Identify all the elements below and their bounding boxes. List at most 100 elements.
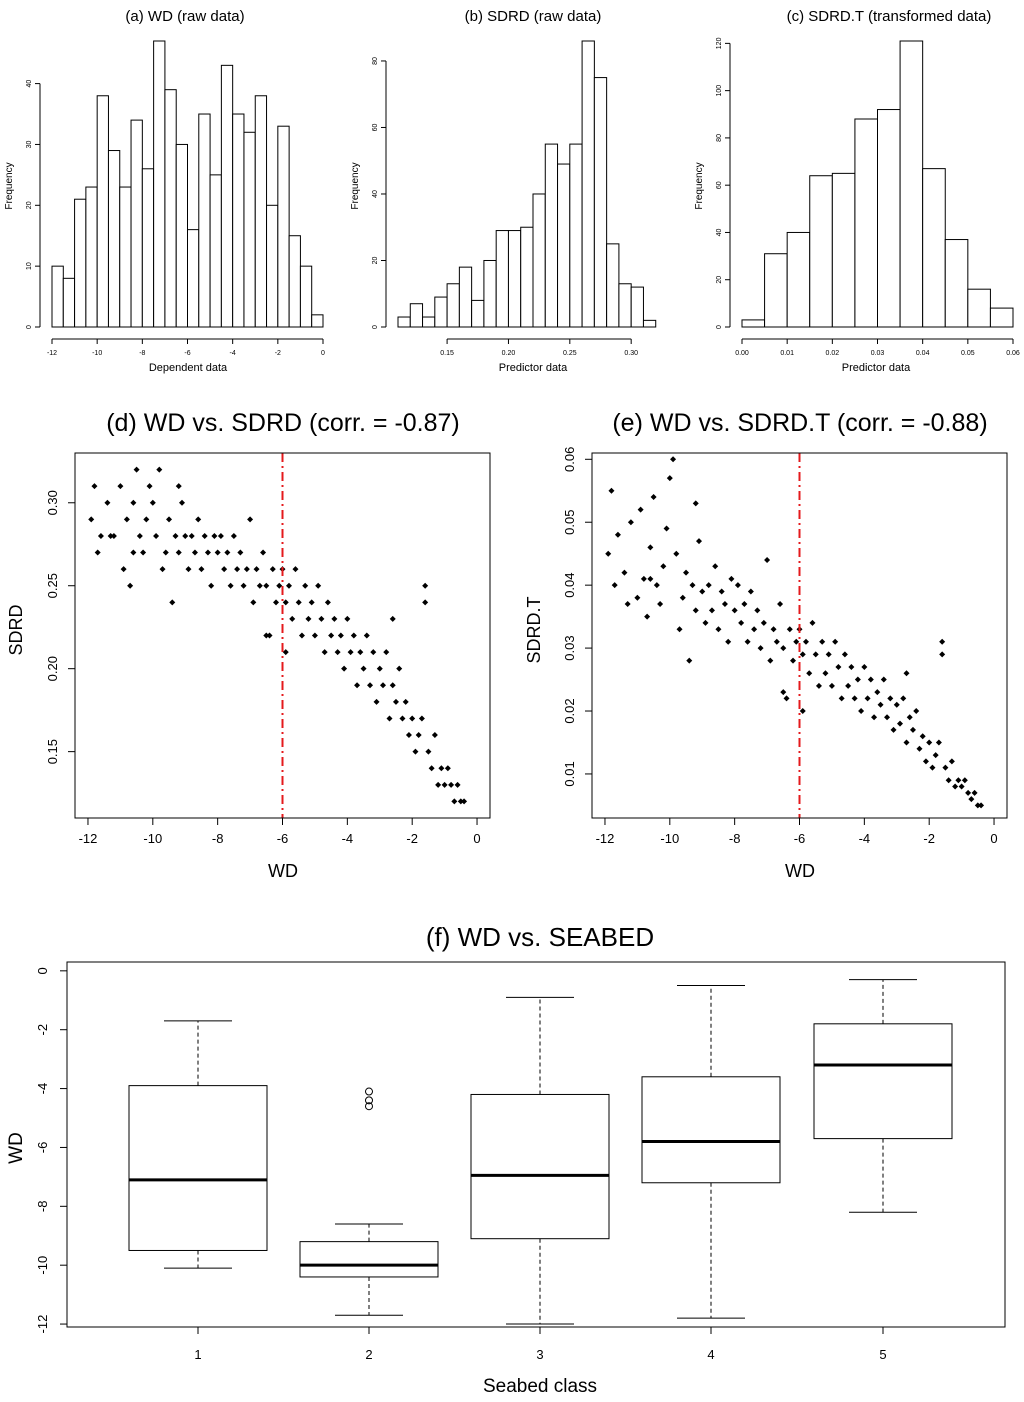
scatter-point <box>624 601 631 608</box>
scatter-point <box>760 619 767 626</box>
histogram-bar <box>96 95 109 328</box>
x-tick-label: -8 <box>212 831 224 846</box>
histogram-b-title: (b) SDRD (raw data) <box>465 8 602 25</box>
x-tick-label: 0.15 <box>440 350 454 357</box>
scatter-point <box>948 758 955 765</box>
histogram-bar <box>74 198 87 328</box>
x-tick-label: -6 <box>184 350 190 357</box>
x-tick-label: 0.01 <box>780 350 794 357</box>
scatter-point <box>302 582 309 589</box>
x-tick-label: -12 <box>47 350 57 357</box>
scatter-e-ylabel: SDRD.T <box>524 596 544 663</box>
boxplot-axes: 1 2 3 4 5 0 -2 -4 -6 -8 -10 -12 <box>35 961 1006 1362</box>
histogram-bar <box>175 143 188 328</box>
y-tick-label: 0.05 <box>562 510 577 535</box>
histogram-bar <box>899 40 924 328</box>
boxplot-wd-vs-seabed: (f) WD vs. SEABED Seabed class WD 1 2 3 4 5 0… <box>6 922 1006 1397</box>
x-tick-label: -8 <box>729 831 741 846</box>
box-iqr <box>813 1023 953 1140</box>
y-tick-label: -2 <box>35 1024 50 1036</box>
histogram-bar <box>922 168 946 328</box>
scatter-point <box>614 531 621 538</box>
histogram-b-axes: 0.15 0.20 0.25 0.30 0 20 40 60 80 <box>372 57 638 357</box>
scatter-point <box>363 632 370 639</box>
histogram-bar <box>569 143 583 328</box>
scatter-point <box>871 714 878 721</box>
x-tick-label: -10 <box>660 831 679 846</box>
scatter-point <box>686 657 693 664</box>
scatter-point <box>175 549 182 556</box>
boxplot-boxes <box>128 979 953 1325</box>
y-tick-label: -4 <box>35 1083 50 1095</box>
scatter-point <box>939 651 946 658</box>
scatter-point <box>605 550 612 557</box>
scatter-point <box>172 532 179 539</box>
y-tick-label: 10 <box>26 262 33 270</box>
y-tick-label: -12 <box>35 1315 50 1334</box>
scatter-point <box>457 798 464 805</box>
scatter-point <box>751 626 758 633</box>
histogram-bar <box>198 113 211 328</box>
scatter-point <box>731 607 738 614</box>
histogram-sdrd-raw: (b) SDRD (raw data) Predictor data Frequ… <box>350 8 657 374</box>
scatter-point <box>884 714 891 721</box>
scatter-point <box>182 532 189 539</box>
scatter-point <box>822 670 829 677</box>
scatter-point <box>877 701 884 708</box>
scatter-point <box>929 764 936 771</box>
scatter-point <box>683 569 690 576</box>
histogram-bar <box>809 175 833 328</box>
scatter-point <box>932 752 939 759</box>
scatter-point <box>721 601 728 608</box>
scatter-point <box>708 607 715 614</box>
histogram-bar <box>51 265 64 328</box>
scatter-point <box>783 695 790 702</box>
scatter-point <box>195 516 202 523</box>
scatter-point <box>809 619 816 626</box>
scatter-point <box>396 665 403 672</box>
x-tick-label: 0.05 <box>961 350 975 357</box>
scatter-point <box>858 708 865 715</box>
scatter-point <box>773 638 780 645</box>
histogram-bar <box>266 204 279 328</box>
histogram-bar <box>434 296 448 328</box>
scatter-point <box>958 783 965 790</box>
x-tick-label: 0 <box>321 350 325 357</box>
histogram-bar <box>277 125 290 328</box>
x-tick-label: -6 <box>794 831 806 846</box>
histogram-bar <box>446 283 460 328</box>
y-tick-label: 0.01 <box>562 761 577 786</box>
scatter-point <box>640 575 647 582</box>
histogram-bar <box>471 299 485 328</box>
scatter-point <box>799 651 806 658</box>
scatter-d-xlabel: WD <box>268 861 298 881</box>
scatter-d-title: (d) WD vs. SDRD (corr. = -0.87) <box>106 409 460 437</box>
scatter-point <box>780 645 787 652</box>
scatter-point <box>392 698 399 705</box>
y-tick-label: 20 <box>26 201 33 209</box>
scatter-point <box>227 582 234 589</box>
scatter-point <box>431 732 438 739</box>
histogram-c-ylabel: Frequency <box>694 162 705 209</box>
scatter-point <box>608 487 615 494</box>
boxplot-ylabel: WD <box>6 1132 27 1164</box>
scatter-point <box>422 599 429 606</box>
x-tick-label: 0.06 <box>1006 350 1020 357</box>
scatter-point <box>110 532 117 539</box>
scatter-point <box>360 665 367 672</box>
scatter-point <box>298 632 305 639</box>
scatter-point <box>169 599 176 606</box>
scatter-point <box>790 657 797 664</box>
x-tick-label: 4 <box>707 1347 714 1362</box>
scatter-point <box>887 695 894 702</box>
scatter-point <box>692 607 699 614</box>
scatter-point <box>130 499 137 506</box>
scatter-point <box>136 532 143 539</box>
x-tick-label: 0.03 <box>871 350 885 357</box>
x-tick-label: -4 <box>342 831 354 846</box>
scatter-point <box>269 566 276 573</box>
x-tick-label: 2 <box>365 1347 372 1362</box>
x-tick-label: 0.25 <box>563 350 577 357</box>
scatter-point <box>670 456 677 463</box>
scatter-point <box>117 483 124 490</box>
